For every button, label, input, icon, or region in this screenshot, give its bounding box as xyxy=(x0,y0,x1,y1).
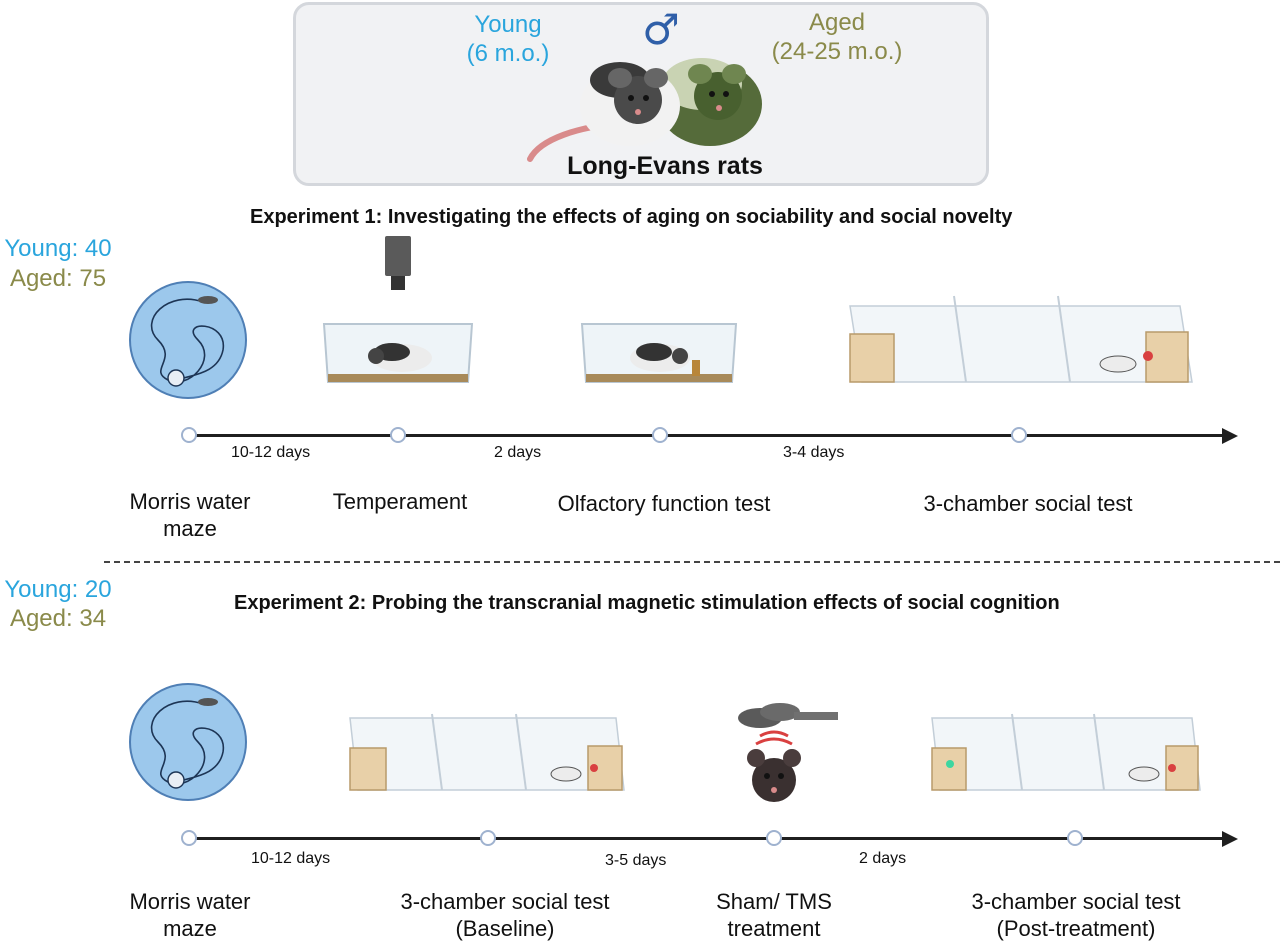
experiment2-stage-1: Morris water maze xyxy=(129,889,251,941)
experiment2-young-count: Young: 20 xyxy=(4,576,112,603)
experiment1-interval-3: 3-4 days xyxy=(783,444,845,461)
young-group-label: Young (6 m.o.) xyxy=(466,11,550,67)
experiment2-interval-2: 3-5 days xyxy=(605,852,667,869)
experiment1-stage-1: Morris water maze xyxy=(129,489,251,541)
experiment1-stage-4: 3-chamber social test xyxy=(923,491,1133,516)
experiment1-stage-3: Olfactory function test xyxy=(557,491,771,516)
experiment2-node-2 xyxy=(480,830,496,846)
experiment1-node-3 xyxy=(652,427,668,443)
experiment2-node-1 xyxy=(181,830,197,846)
experiment1-stage-2: Temperament xyxy=(332,489,468,514)
experiment2-node-4 xyxy=(1067,830,1083,846)
experiment2-stage-4: 3-chamber social test (Post-treatment) xyxy=(971,889,1181,941)
tms-coil-rat-icon xyxy=(738,703,838,802)
experiment1-node-1 xyxy=(181,427,197,443)
experiment1-node-2 xyxy=(390,427,406,443)
camera-icon xyxy=(385,236,411,290)
olfactory-cage-icon xyxy=(580,323,738,383)
three-chamber-apparatus-icon xyxy=(849,295,1193,383)
experiment1-interval-2: 2 days xyxy=(494,444,542,461)
experiment1-node-4 xyxy=(1011,427,1027,443)
experiment1-aged-count: Aged: 75 xyxy=(9,265,107,292)
experiment2-interval-1: 10-12 days xyxy=(251,850,331,867)
rats-illustration xyxy=(527,58,762,162)
experiment2-interval-3: 2 days xyxy=(859,850,907,867)
experiment2-aged-count: Aged: 34 xyxy=(9,605,107,632)
strain-label: Long-Evans rats xyxy=(567,152,763,180)
experiment1-timeline-arrowhead xyxy=(1222,428,1238,444)
experiment2-title: Experiment 2: Probing the transcranial m… xyxy=(234,592,1060,614)
experiment2-node-3 xyxy=(766,830,782,846)
experiment1-timeline xyxy=(190,434,1226,437)
section-divider xyxy=(104,561,1280,563)
temperament-cage-icon xyxy=(322,323,474,383)
experiment2-stage-2: 3-chamber social test (Baseline) xyxy=(400,889,610,941)
experiment2-timeline xyxy=(190,837,1226,840)
experiment2-stage-3: Sham/ TMS treatment xyxy=(716,889,832,941)
experiment1-young-count: Young: 40 xyxy=(4,235,112,262)
three-chamber-apparatus-icon xyxy=(931,713,1201,791)
aged-group-label: Aged (24-25 m.o.) xyxy=(771,9,903,65)
male-symbol-icon: ♂ xyxy=(642,5,680,54)
experiment1-title: Experiment 1: Investigating the effects … xyxy=(250,206,1013,228)
experiment1-interval-1: 10-12 days xyxy=(231,444,311,461)
experiment2-timeline-arrowhead xyxy=(1222,831,1238,847)
water-maze-icon xyxy=(129,281,247,399)
three-chamber-apparatus-icon xyxy=(349,713,625,791)
water-maze-icon xyxy=(129,683,247,801)
